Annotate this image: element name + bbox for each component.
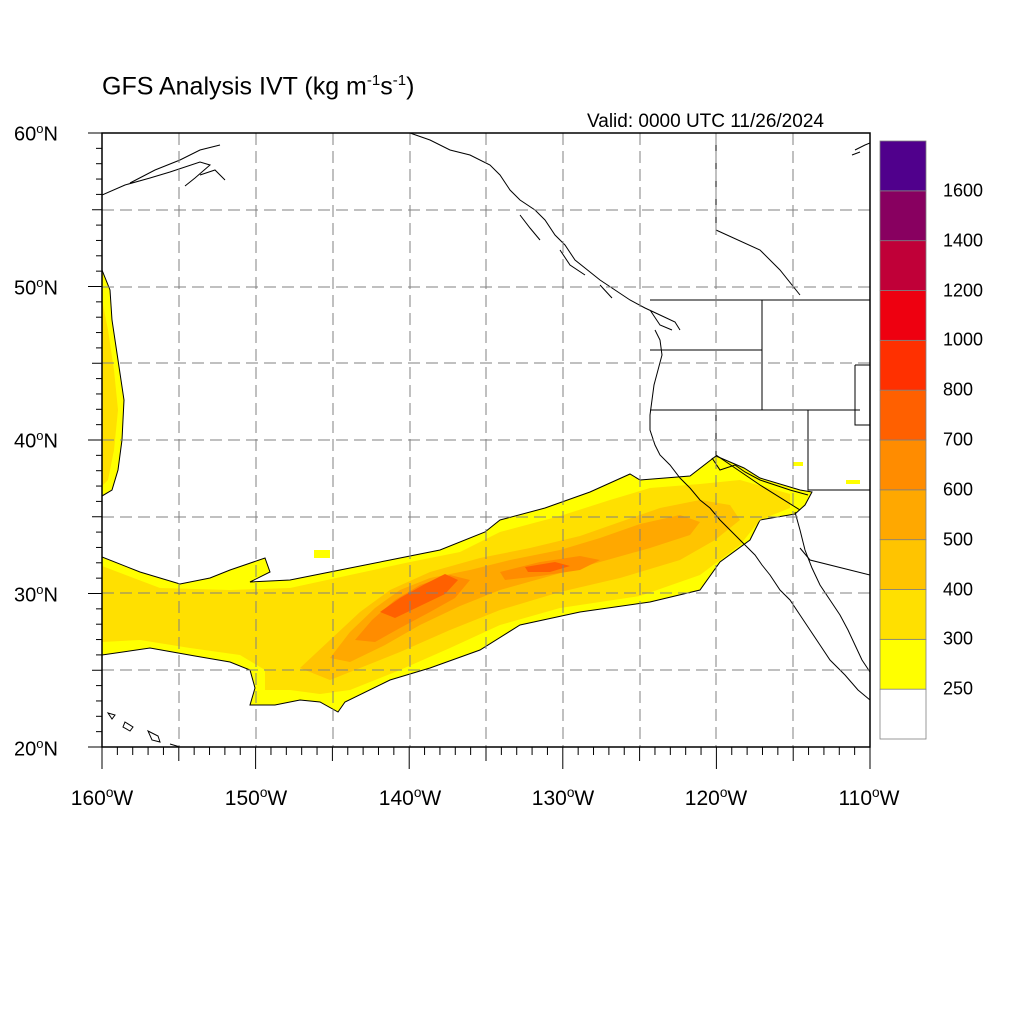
- lat-label-50n: 50oN: [14, 275, 58, 300]
- colorbar-swatch: [879, 638, 927, 690]
- colorbar-swatch: [879, 389, 927, 441]
- lon-label-130w: 130oW: [531, 785, 595, 810]
- ivt-cell: [793, 462, 803, 466]
- lat-label-60n: 60oN: [14, 121, 58, 146]
- colorbar-label: 1600: [943, 180, 984, 201]
- ivt-contour-500: [330, 515, 700, 662]
- colorbar-label: 500: [943, 529, 974, 550]
- colorbar-label: 300: [943, 628, 974, 649]
- colorbar-label: 250: [943, 678, 974, 699]
- colorbar-label: 400: [943, 579, 974, 599]
- alaska-coast: [102, 144, 226, 196]
- colorbar-swatch: [879, 489, 927, 541]
- lon-label-140w: 140oW: [378, 785, 442, 810]
- colorbar-swatch: [879, 140, 927, 192]
- tick-marks: [88, 132, 871, 769]
- baja-coast: [794, 511, 870, 673]
- lat-label-20n: 20oN: [14, 736, 58, 761]
- colorbar-label: 1000: [943, 329, 984, 350]
- ivt-cell: [314, 550, 330, 558]
- colorbar-label: 800: [943, 379, 974, 400]
- lat-label-40n: 40oN: [14, 428, 58, 453]
- colorbar-label: 1400: [943, 230, 984, 251]
- ivt-contour-700-b: [525, 562, 570, 572]
- valid-time-label: Valid: 0000 UTC 11/26/2024: [587, 111, 824, 132]
- gridlines: [102, 133, 870, 747]
- ivt-shading: [102, 269, 860, 713]
- ivt-cell: [846, 480, 860, 484]
- bay-detail: [711, 457, 809, 496]
- colorbar-swatch: [879, 688, 927, 740]
- colorbar-swatch: [879, 339, 927, 391]
- colorbar-label: 700: [943, 429, 974, 450]
- canada-coast: [409, 133, 681, 331]
- colorbar-swatch: [879, 439, 927, 491]
- lon-label-150w: 150oW: [224, 785, 288, 810]
- us-west-coast: [649, 329, 870, 701]
- colorbar-swatch: [879, 589, 927, 640]
- hawaii-islands: [106, 712, 181, 747]
- coastlines: [102, 133, 870, 747]
- colorbar-label: 600: [943, 479, 974, 500]
- colorbar: [879, 140, 927, 740]
- colorbar-swatch: [879, 539, 927, 590]
- ivt-contour-700: [380, 574, 458, 618]
- east-edge-coast: [851, 142, 870, 156]
- colorbar-label: 1200: [943, 280, 984, 300]
- colorbar-swatch: [879, 290, 927, 341]
- colorbar-swatch: [879, 240, 927, 291]
- lon-label-110w: 110oW: [838, 785, 900, 810]
- lon-label-120w: 120oW: [684, 785, 748, 810]
- state-borders: [650, 133, 870, 576]
- lat-label-30n: 30oN: [14, 582, 58, 607]
- colorbar-swatch: [879, 190, 927, 242]
- map-title: GFS Analysis IVT (kg m-1s-1): [102, 72, 415, 101]
- lon-label-160w: 160oW: [70, 785, 134, 810]
